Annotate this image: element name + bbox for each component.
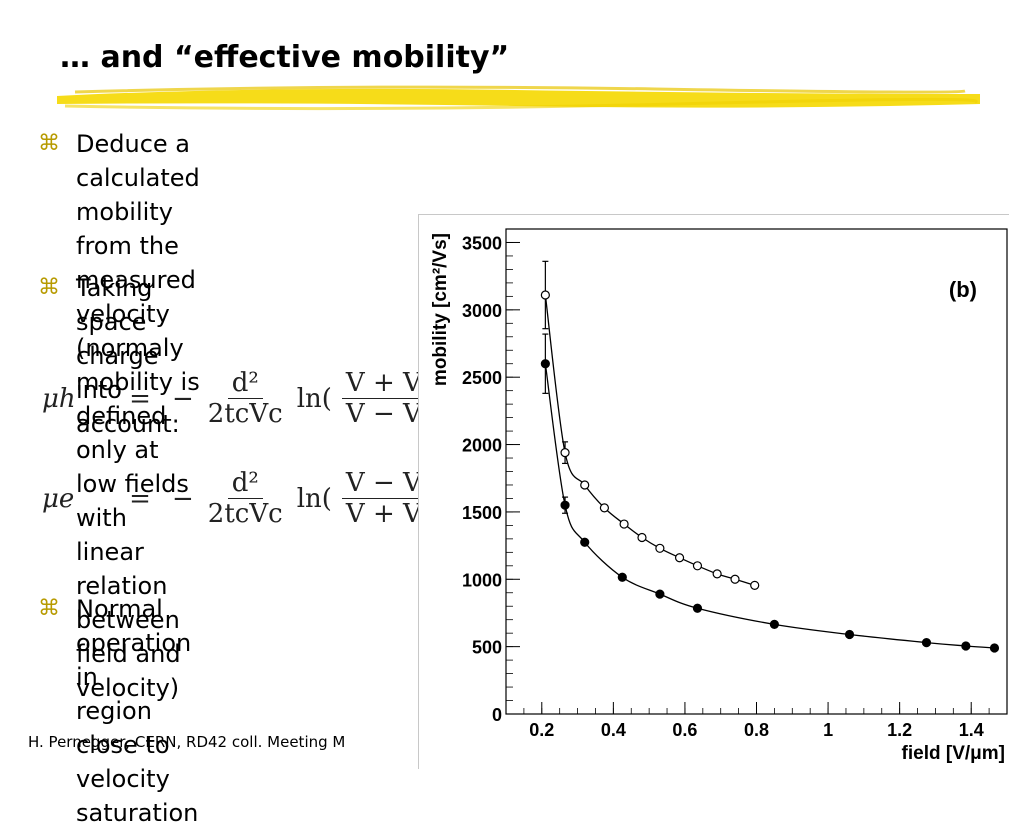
fraction-numerator: d² xyxy=(227,368,263,399)
series-1-point xyxy=(599,503,610,513)
plot-frame xyxy=(505,228,1008,715)
series-2-point xyxy=(655,589,665,599)
title-underline-highlight xyxy=(57,85,980,111)
series-1-point xyxy=(560,448,570,458)
series-2-point xyxy=(989,643,1000,653)
x-tick-label: 0.8 xyxy=(744,720,769,740)
formula-equals: = xyxy=(129,383,151,414)
bullet-icon: ⌘ xyxy=(38,596,60,621)
y-tick-label: 3500 xyxy=(462,233,502,253)
formula-fraction-1: d² 2tcVc xyxy=(204,468,287,529)
bullet-2-line-2: account: xyxy=(76,410,180,438)
series-1-point xyxy=(730,574,740,584)
series-1-point xyxy=(540,290,550,300)
fraction-denominator: 2tcVc xyxy=(207,499,283,529)
series-1-point xyxy=(750,580,760,590)
bullet-1-line-2: mobility is defined only at low fields w… xyxy=(76,368,200,634)
series-2-point xyxy=(844,629,855,640)
formula-fraction-1: d² 2tcVc xyxy=(204,368,287,429)
bullet-icon: ⌘ xyxy=(38,131,60,156)
formula-ln: ln( xyxy=(296,483,332,514)
x-axis-label: field [V/μm] xyxy=(902,743,1005,764)
series-2-point xyxy=(580,537,590,547)
formula-minus: − xyxy=(172,483,194,514)
formula-ln: ln( xyxy=(296,383,332,414)
bullet-1-line-1: Deduce a calculated mobility from the me… xyxy=(76,130,200,362)
mobility-chart: 0.2 0.4 0.6 0.8 1 1.2 1.4 0 500 1000 1500 2000 2500 3… xyxy=(430,228,1008,764)
series-2-point xyxy=(540,359,550,369)
series-2-point xyxy=(617,572,627,582)
mobility-chart-panel: 0.2 0.4 0.6 0.8 1 1.2 1.4 0 500 1000 1500 2000 2500 3… xyxy=(418,214,1009,769)
formula-equals: = xyxy=(129,483,151,514)
series-1-point xyxy=(655,543,665,553)
formula-electron-mobility: μe = − d² 2tcVc ln( V − Vc V + Vc ) xyxy=(42,468,461,529)
fraction-numerator: d² xyxy=(227,468,263,499)
y-tick-label: 1000 xyxy=(462,570,502,590)
panel-label: (b) xyxy=(949,277,977,302)
x-tick-label: 0.2 xyxy=(529,720,554,740)
series-2-point xyxy=(560,500,570,510)
series-1-point xyxy=(692,561,703,571)
formula-hole-mobility: μh = − d² 2tcVc ln( V + Vc V − Vc ) xyxy=(42,368,461,429)
series-1-point xyxy=(712,569,722,579)
slide-title: … and “effective mobility” xyxy=(60,40,510,75)
bullet-3-line-1: Normal operation in xyxy=(76,595,192,691)
y-axis-label: mobility [cm²/Vs] xyxy=(430,233,451,386)
series-1-point xyxy=(619,519,629,529)
y-tick-label: 2000 xyxy=(462,436,502,456)
series-1-point xyxy=(637,532,647,543)
series-2-point xyxy=(961,641,971,651)
series-1-point xyxy=(674,553,685,563)
bullet-icon: ⌘ xyxy=(38,275,60,300)
x-tick-label: 0.6 xyxy=(672,720,697,740)
y-tick-label: 500 xyxy=(472,638,502,658)
x-tick-label: 1.2 xyxy=(887,720,912,740)
y-tick-label: 2500 xyxy=(462,368,502,388)
formula-lhs: μh xyxy=(42,383,76,414)
formula-minus: − xyxy=(172,383,194,414)
y-tick-label: 3000 xyxy=(462,301,502,321)
x-tick-label: 0.4 xyxy=(601,720,626,740)
y-tick-label: 1500 xyxy=(462,503,502,523)
bullet-2-line-1: Taking space charge into xyxy=(76,274,159,404)
bullet-3-line-3: saturation xyxy=(76,799,199,827)
series-1-point xyxy=(580,480,590,490)
series-1-fit-curve xyxy=(544,294,755,586)
formula-lhs: μe xyxy=(42,483,75,514)
series-2-point xyxy=(769,619,779,630)
series-2-point xyxy=(692,603,703,613)
y-tick-label: 0 xyxy=(492,705,502,725)
slide-footer: H. Pernegger, CERN, RD42 coll. Meeting M xyxy=(28,733,346,751)
series-2-point xyxy=(921,637,932,648)
series-2-fit-curve xyxy=(544,363,995,649)
x-tick-label: 1.4 xyxy=(959,720,984,740)
bullet-1-line-3: field and velocity) xyxy=(76,640,181,702)
fraction-denominator: 2tcVc xyxy=(207,399,283,429)
x-tick-label: 1 xyxy=(823,720,833,740)
